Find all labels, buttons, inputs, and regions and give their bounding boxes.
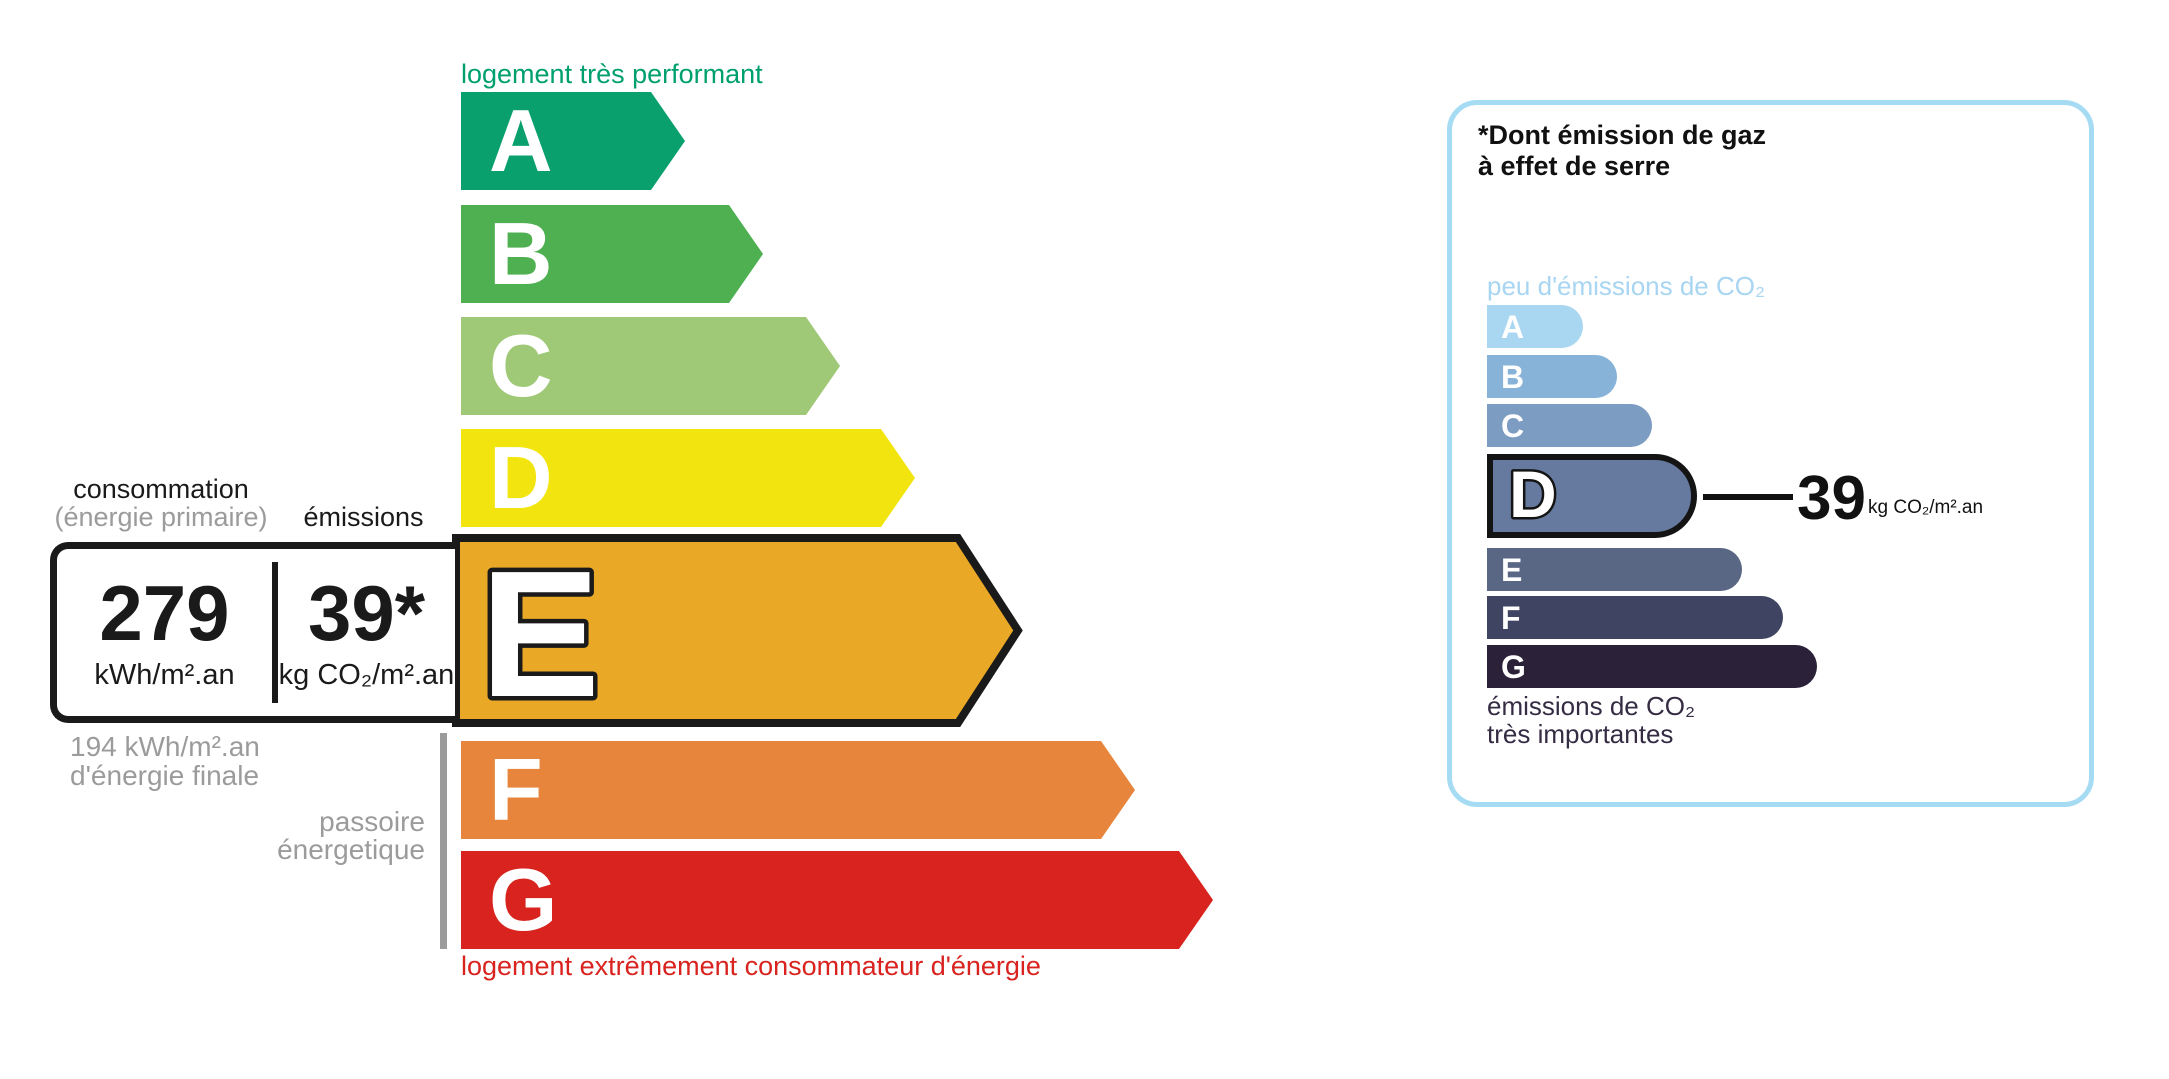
consumption-column: 279 kWh/m².an xyxy=(57,549,272,716)
co2-high-emissions-line1: émissions de CO₂ xyxy=(1487,691,1696,721)
co2-high-emissions-line2: très importantes xyxy=(1487,719,1674,749)
energy-class-a-letter: A xyxy=(489,91,553,190)
bottom-scale-label: logement extrêmement consommateur d'éner… xyxy=(461,951,1041,981)
energy-sieve-note: passoire énergetique xyxy=(180,808,425,864)
energy-class-g-letter: G xyxy=(489,850,558,949)
energy-class-d-arrow: D xyxy=(461,429,915,527)
co2-class-g-bar: G xyxy=(1487,645,1817,688)
co2-class-d-letter: D xyxy=(1509,460,1557,531)
co2-callout-value: 39 xyxy=(1797,464,1866,533)
value-box-divider xyxy=(272,562,278,703)
top-scale-label: logement très performant xyxy=(461,59,763,89)
energy-sieve-bracket xyxy=(440,733,447,949)
co2-class-a-bar: A xyxy=(1487,305,1583,348)
energy-class-c-arrow: C xyxy=(461,317,840,415)
energy-class-e-shape xyxy=(452,534,1023,727)
co2-class-f-letter: F xyxy=(1501,599,1521,636)
consumption-unit: kWh/m².an xyxy=(94,658,235,691)
energy-class-b-letter: B xyxy=(489,204,553,303)
co2-class-f-bar: F xyxy=(1487,596,1783,639)
emissions-column: 39* kg CO₂/m².an xyxy=(278,549,455,716)
co2-class-c-letter: C xyxy=(1501,407,1525,444)
co2-panel-title: *Dont émission de gaz à effet de serre xyxy=(1478,120,1766,182)
co2-class-g-letter: G xyxy=(1501,648,1526,685)
consumption-header: consommation xyxy=(73,474,249,504)
co2-class-c-bar: C xyxy=(1487,404,1652,447)
energy-class-c-letter: C xyxy=(489,316,553,415)
co2-class-d-bar-highlighted: D xyxy=(1487,454,1697,538)
co2-class-b-bar: B xyxy=(1487,355,1617,398)
co2-callout-unit: kg CO₂/m².an xyxy=(1868,497,1984,518)
value-box: 279 kWh/m².an 39* kg CO₂/m².an xyxy=(50,542,455,723)
energy-class-b-arrow: B xyxy=(461,205,763,303)
energy-class-f-letter: F xyxy=(489,740,543,839)
co2-class-b-letter: B xyxy=(1501,358,1525,395)
energy-class-f-arrow: F xyxy=(461,741,1135,839)
consumption-value: 279 xyxy=(99,568,230,657)
co2-panel xyxy=(1447,100,2094,807)
co2-class-e-letter: E xyxy=(1501,551,1523,588)
final-energy-note: 194 kWh/m².an d'énergie finale xyxy=(70,732,260,790)
co2-class-e-bar: E xyxy=(1487,548,1742,591)
emissions-value: 39* xyxy=(307,568,426,657)
final-energy-line1: 194 kWh/m².an xyxy=(70,731,260,762)
co2-low-emissions-label: peu d'émissions de CO₂ xyxy=(1487,271,1766,301)
energy-class-d-letter: D xyxy=(489,428,553,527)
energy-class-g-arrow: G xyxy=(461,851,1213,949)
final-energy-line2: d'énergie finale xyxy=(70,760,260,791)
energy-class-e-letter: E xyxy=(480,534,600,727)
energy-sieve-line2: énergetique xyxy=(277,834,425,865)
energy-class-e-arrow-highlighted: E xyxy=(452,534,1023,727)
co2-panel-title-line1: *Dont émission de gaz xyxy=(1478,120,1767,150)
co2-class-a-letter: A xyxy=(1501,308,1525,345)
energy-sieve-line1: passoire xyxy=(319,806,425,837)
co2-class-d-letter-svg: D xyxy=(1507,460,1560,532)
emissions-header: émissions xyxy=(303,502,424,532)
primary-energy-header: (énergie primaire) xyxy=(54,502,268,532)
energy-class-a-arrow: A xyxy=(461,92,685,190)
co2-callout-line xyxy=(1703,494,1793,500)
emissions-unit: kg CO₂/m².an xyxy=(278,658,455,691)
co2-panel-title-line2: à effet de serre xyxy=(1478,151,1671,181)
co2-high-emissions-label: émissions de CO₂ très importantes xyxy=(1487,692,1695,748)
